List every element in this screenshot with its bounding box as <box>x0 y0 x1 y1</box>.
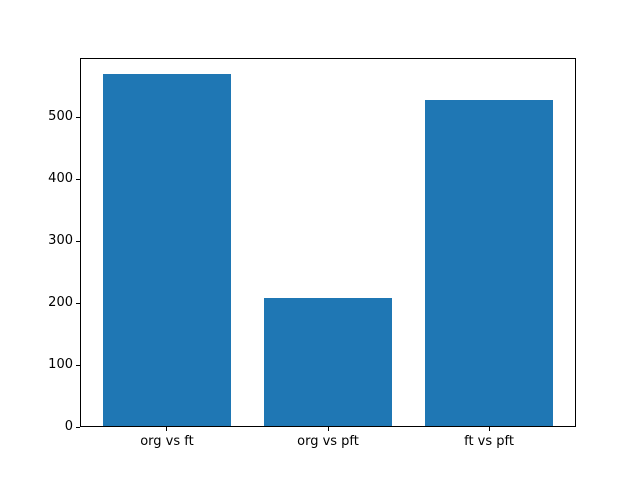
y-tick-mark <box>76 240 80 242</box>
x-tick-mark <box>166 427 168 432</box>
x-tick-mark <box>327 427 329 432</box>
bar-org-vs-pft <box>263 298 393 427</box>
y-tick-label: 500 <box>48 109 73 125</box>
y-tick-mark <box>76 116 80 118</box>
x-tick-label: org vs ft <box>140 434 194 450</box>
y-tick-label: 0 <box>64 419 73 435</box>
y-tick-label: 400 <box>48 171 73 187</box>
bar-ft-vs-pft <box>424 100 554 427</box>
y-tick-mark <box>76 364 80 366</box>
x-tick-label: org vs pft <box>297 434 359 450</box>
plot-area <box>80 57 576 428</box>
y-tick-mark <box>76 302 80 304</box>
y-tick-label: 100 <box>48 357 73 373</box>
y-tick-mark <box>76 426 80 428</box>
y-tick-mark <box>76 178 80 180</box>
y-tick-label: 300 <box>48 233 73 249</box>
x-tick-mark <box>488 427 490 432</box>
y-tick-label: 200 <box>48 295 73 311</box>
bar-org-vs-ft <box>102 73 232 427</box>
x-tick-label: ft vs pft <box>464 434 514 450</box>
